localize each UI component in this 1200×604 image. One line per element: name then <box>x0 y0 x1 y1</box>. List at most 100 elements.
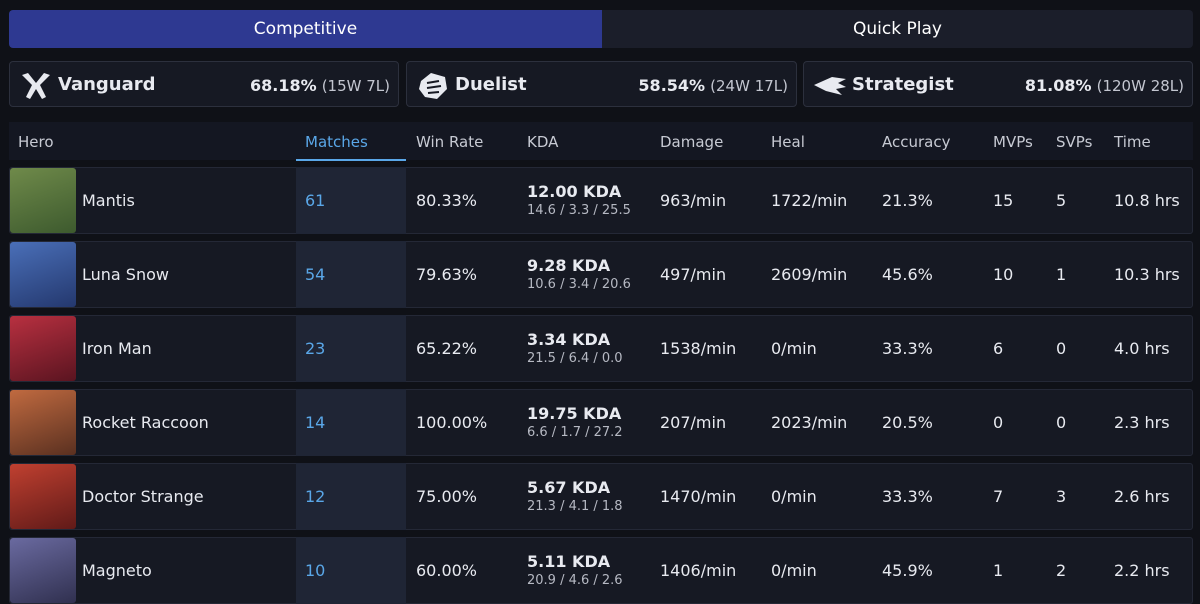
time: 10.3 hrs <box>1114 265 1180 284</box>
svps: 0 <box>1056 413 1067 432</box>
svps: 0 <box>1056 339 1067 358</box>
kda-detail: 21.5 / 6.4 / 0.0 <box>527 351 623 366</box>
role-name: Duelist <box>455 74 527 95</box>
matches-column-bg <box>296 315 406 382</box>
heal: 0/min <box>771 561 817 580</box>
damage: 963/min <box>660 191 727 210</box>
matches: 61 <box>305 191 326 210</box>
svps: 2 <box>1056 561 1067 580</box>
svps: 5 <box>1056 191 1067 210</box>
time: 2.6 hrs <box>1114 487 1170 506</box>
column-header[interactable]: SVPs <box>1056 133 1093 151</box>
role-name: Strategist <box>852 74 954 95</box>
tab[interactable]: Competitive <box>9 10 602 48</box>
sort-indicator <box>296 159 406 161</box>
kda: 9.28 KDA <box>527 256 611 275</box>
win-rate: 80.33% <box>416 191 478 210</box>
damage: 1538/min <box>660 339 737 358</box>
accuracy: 21.3% <box>882 191 933 210</box>
damage: 207/min <box>660 413 727 432</box>
role-record: (120W 28L) <box>1096 77 1184 95</box>
accuracy: 45.9% <box>882 561 933 580</box>
role-winrate: 68.18% <box>249 76 317 95</box>
role-card: Duelist 58.54% (24W 17L) <box>406 61 797 107</box>
matches: 23 <box>305 339 326 358</box>
strategist-icon <box>814 77 846 95</box>
duelist-icon <box>419 73 447 99</box>
hero-portrait <box>10 242 76 307</box>
heal: 1722/min <box>771 191 848 210</box>
column-header[interactable]: Matches <box>305 133 368 151</box>
kda: 19.75 KDA <box>527 404 622 423</box>
role-record: (24W 17L) <box>710 77 788 95</box>
table-row <box>9 463 1193 530</box>
kda-detail: 20.9 / 4.6 / 2.6 <box>527 573 623 588</box>
mvps: 15 <box>993 191 1014 210</box>
column-header[interactable]: Accuracy <box>882 133 951 151</box>
accuracy: 20.5% <box>882 413 933 432</box>
kda-detail: 21.3 / 4.1 / 1.8 <box>527 499 623 514</box>
kda-detail: 10.6 / 3.4 / 20.6 <box>527 277 631 292</box>
heal: 0/min <box>771 339 817 358</box>
kda: 5.67 KDA <box>527 478 611 497</box>
matches-column-bg <box>296 537 406 604</box>
hero-portrait <box>10 168 76 233</box>
column-header[interactable]: Hero <box>18 133 54 151</box>
heal: 2609/min <box>771 265 848 284</box>
hero-name: Mantis <box>82 191 135 210</box>
kda: 3.34 KDA <box>527 330 611 349</box>
column-header[interactable]: Heal <box>771 133 805 151</box>
role-name: Vanguard <box>58 74 156 95</box>
mvps: 0 <box>993 413 1004 432</box>
svps: 3 <box>1056 487 1067 506</box>
column-header[interactable]: Win Rate <box>416 133 484 151</box>
mvps: 7 <box>993 487 1004 506</box>
column-header[interactable]: MVPs <box>993 133 1033 151</box>
vanguard-icon <box>22 73 50 99</box>
hero-portrait <box>10 538 76 603</box>
time: 4.0 hrs <box>1114 339 1170 358</box>
column-header[interactable]: Time <box>1114 133 1151 151</box>
win-rate: 75.00% <box>416 487 478 506</box>
column-header[interactable]: Damage <box>660 133 724 151</box>
matches-column-bg <box>296 241 406 308</box>
mvps: 6 <box>993 339 1004 358</box>
table-row <box>9 315 1193 382</box>
accuracy: 33.3% <box>882 339 933 358</box>
hero-portrait <box>10 316 76 381</box>
column-header[interactable]: KDA <box>527 133 559 151</box>
role-winrate: 81.08% <box>1024 76 1092 95</box>
matches-column-bg <box>296 463 406 530</box>
role-card: Vanguard 68.18% (15W 7L) <box>9 61 399 107</box>
matches: 12 <box>305 487 326 506</box>
role-record: (15W 7L) <box>321 77 390 95</box>
kda-detail: 14.6 / 3.3 / 25.5 <box>527 203 631 218</box>
hero-portrait <box>10 464 76 529</box>
hero-name: Magneto <box>82 561 152 580</box>
mvps: 10 <box>993 265 1014 284</box>
hero-name: Rocket Raccoon <box>82 413 209 432</box>
win-rate: 65.22% <box>416 339 478 358</box>
tab[interactable]: Quick Play <box>602 10 1193 48</box>
time: 2.2 hrs <box>1114 561 1170 580</box>
accuracy: 33.3% <box>882 487 933 506</box>
kda: 12.00 KDA <box>527 182 622 201</box>
matches-column-bg <box>296 167 406 234</box>
table-row <box>9 241 1193 308</box>
table-row <box>9 389 1193 456</box>
time: 2.3 hrs <box>1114 413 1170 432</box>
hero-name: Iron Man <box>82 339 152 358</box>
mvps: 1 <box>993 561 1004 580</box>
svps: 1 <box>1056 265 1067 284</box>
heal: 0/min <box>771 487 817 506</box>
table-row <box>9 167 1193 234</box>
accuracy: 45.6% <box>882 265 933 284</box>
win-rate: 60.00% <box>416 561 478 580</box>
damage: 1470/min <box>660 487 737 506</box>
damage: 1406/min <box>660 561 737 580</box>
hero-portrait <box>10 390 76 455</box>
win-rate: 100.00% <box>416 413 488 432</box>
matches-column-bg <box>296 389 406 456</box>
matches: 10 <box>305 561 326 580</box>
